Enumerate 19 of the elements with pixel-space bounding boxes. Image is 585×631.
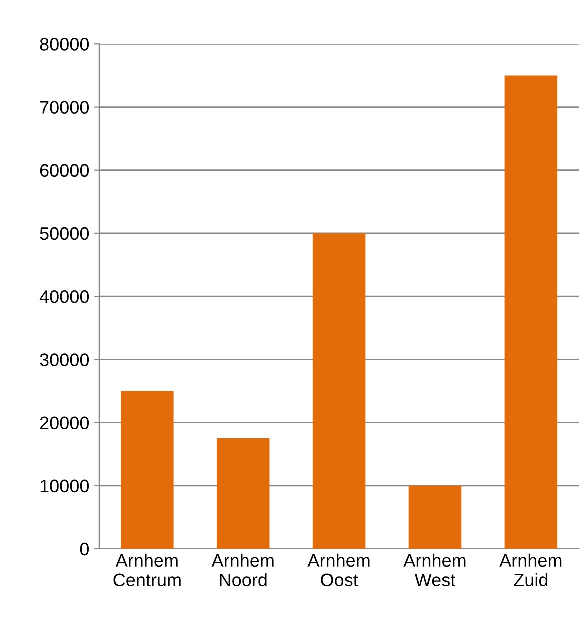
y-tick-label: 60000 — [40, 164, 90, 178]
y-tick-label: 70000 — [40, 101, 90, 114]
y-tick-label: 30000 — [40, 354, 90, 366]
y-tick-label: 10000 — [40, 480, 90, 493]
x-tick-label: Arnhem Zuid — [500, 554, 562, 587]
bar — [312, 233, 366, 549]
y-tick-label: 80000 — [40, 38, 90, 51]
bar — [408, 486, 462, 549]
y-tick-label: 40000 — [40, 290, 90, 304]
bar — [121, 391, 174, 549]
bar — [216, 438, 270, 549]
y-tick-label: 0 — [80, 542, 90, 556]
bar — [504, 76, 558, 549]
y-tick-label: 20000 — [40, 416, 90, 430]
x-tick-label: Arnhem Oost — [308, 554, 370, 587]
x-tick-label: Arnhem Centrum — [114, 554, 181, 587]
x-tick-label: Arnhem Noord — [212, 554, 274, 587]
x-tick-label: Arnhem West — [404, 554, 466, 587]
y-tick-label: 50000 — [40, 227, 90, 240]
